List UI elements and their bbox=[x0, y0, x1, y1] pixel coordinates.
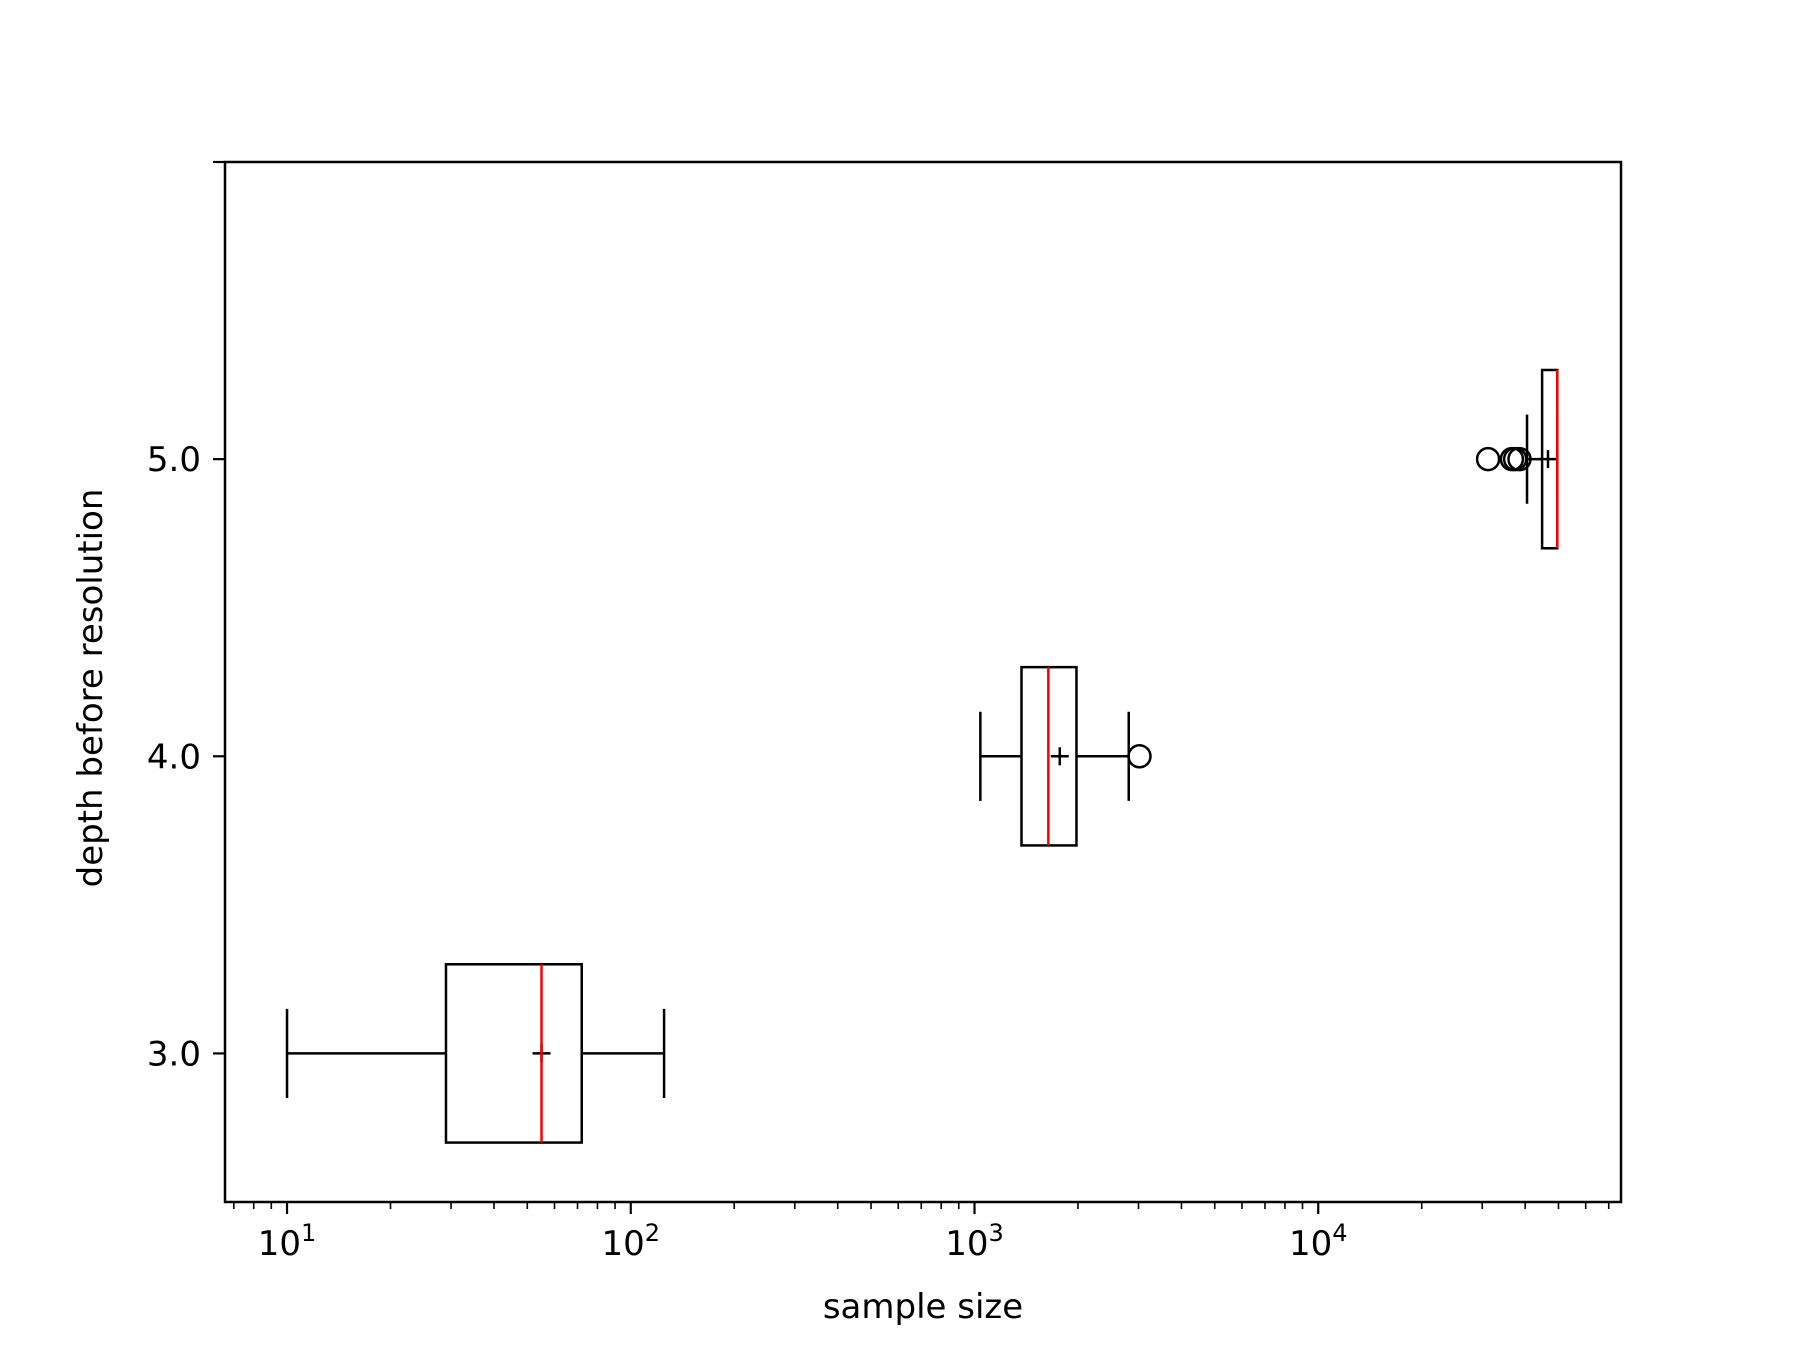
y-tick-label: 3.0 bbox=[147, 1034, 201, 1074]
box-depth-4.0 bbox=[979, 665, 1152, 847]
outlier-point bbox=[1475, 446, 1501, 472]
outlier-point bbox=[1127, 744, 1152, 769]
plot-area bbox=[285, 368, 1559, 1144]
x-axis: 101 102 103 104 bbox=[232, 1202, 1610, 1264]
axes-frame bbox=[223, 160, 1623, 1204]
iqr-box bbox=[444, 963, 583, 1144]
x-tick-label: 103 bbox=[945, 1219, 1004, 1264]
y-tick-label: 4.0 bbox=[147, 737, 201, 777]
box-depth-5.0 bbox=[1475, 368, 1559, 550]
y-tick-label: 5.0 bbox=[147, 440, 201, 480]
x-tick-label: 104 bbox=[1289, 1219, 1348, 1264]
y-axis: 3.0 4.0 5.0 bbox=[147, 160, 225, 1074]
y-axis-label: depth before resolution bbox=[71, 489, 111, 888]
x-axis-label: sample size bbox=[823, 1287, 1023, 1327]
x-tick-label: 102 bbox=[601, 1219, 660, 1264]
box-depth-3.0 bbox=[285, 963, 666, 1144]
x-tick-label: 101 bbox=[258, 1219, 317, 1264]
outlier-point bbox=[1507, 446, 1532, 472]
